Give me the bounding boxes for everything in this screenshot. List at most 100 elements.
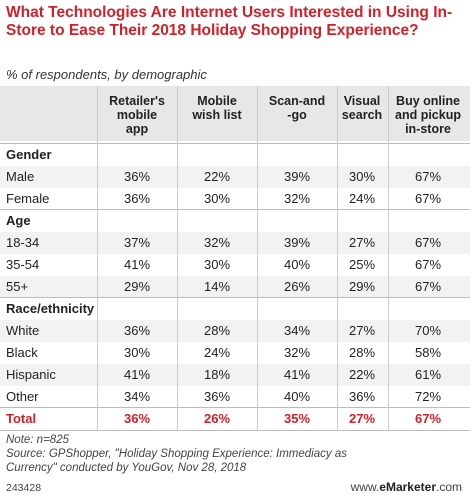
column-header-wish-list: Mobile wish list	[177, 94, 257, 122]
group-header-row: Race/ethnicity	[0, 298, 470, 320]
column-header-line: Scan-and	[268, 94, 326, 108]
row-separator	[0, 430, 470, 431]
cell-value: 29%	[123, 279, 151, 294]
row-label: Hispanic	[6, 367, 56, 382]
cell-value: 27%	[348, 235, 376, 250]
column-header-line: and pickup	[395, 108, 461, 122]
total-row: Total 36% 26% 35% 27% 67%	[0, 408, 470, 430]
column-header-line: mobile	[116, 108, 158, 122]
cell-value: 36%	[123, 323, 151, 338]
cell-value: 34%	[123, 389, 151, 404]
column-header-visual-search: Visual search	[337, 94, 387, 122]
row-label: Male	[6, 169, 35, 184]
group-header-row: Gender	[0, 144, 470, 166]
group-header-row: Age	[0, 210, 470, 232]
cell-value: 30%	[203, 257, 231, 272]
column-header-bopis: Buy online and pickup in-store	[388, 94, 468, 136]
row-separator	[0, 297, 470, 298]
cell-value: 27%	[348, 323, 376, 338]
group-label: Race/ethnicity	[6, 301, 95, 316]
column-header-line: Mobile	[197, 94, 237, 108]
column-header-line: in-store	[405, 122, 451, 136]
cell-value: 36%	[203, 389, 231, 404]
column-header-line: -go	[287, 108, 307, 122]
row-label: 35-54	[6, 257, 40, 272]
column-divider	[97, 86, 98, 431]
column-header-line: search	[341, 108, 383, 122]
cell-value: 61%	[414, 367, 442, 382]
column-header-line: Buy online	[396, 94, 460, 108]
cell-value: 36%	[123, 191, 151, 206]
column-header-line: app	[125, 122, 149, 136]
row-separator	[0, 143, 470, 144]
brand-suffix: .com	[435, 480, 462, 494]
row-label: 18-34	[6, 235, 40, 250]
cell-value: 67%	[414, 257, 442, 272]
column-divider	[388, 86, 389, 431]
cell-value: 36%	[123, 411, 151, 426]
row-label: Female	[6, 191, 50, 206]
cell-value: 67%	[414, 235, 442, 250]
column-divider	[257, 86, 258, 431]
header-background	[0, 86, 470, 141]
cell-value: 30%	[348, 169, 376, 184]
row-label: Total	[6, 411, 37, 426]
footnote: Note: n=825	[6, 434, 69, 446]
row-label: 55+	[6, 279, 29, 294]
source-note: Currency" conducted by YouGov, Nov 28, 2…	[6, 462, 247, 474]
row-label: Other	[6, 389, 39, 404]
cell-value: 34%	[283, 323, 311, 338]
cell-value: 27%	[348, 411, 376, 426]
table-row: Black 30% 24% 32% 28% 58%	[0, 342, 470, 364]
cell-value: 36%	[123, 169, 151, 184]
cell-value: 70%	[414, 323, 442, 338]
cell-value: 28%	[348, 345, 376, 360]
cell-value: 30%	[123, 345, 151, 360]
cell-value: 72%	[414, 389, 442, 404]
brand-prefix: www.	[350, 480, 380, 494]
cell-value: 41%	[283, 367, 311, 382]
table-row: 55+ 29% 14% 26% 29% 67%	[0, 276, 470, 298]
cell-value: 29%	[348, 279, 376, 294]
cell-value: 26%	[203, 411, 231, 426]
table-row: White 36% 28% 34% 27% 70%	[0, 320, 470, 342]
column-header-line: wish list	[192, 108, 242, 122]
brand-name: eMarketer	[379, 480, 436, 494]
cell-value: 36%	[348, 389, 376, 404]
column-header-line: Retailer's	[109, 94, 165, 108]
table-row: 18-34 37% 32% 39% 27% 67%	[0, 232, 470, 254]
cell-value: 24%	[348, 191, 376, 206]
cell-value: 18%	[203, 367, 231, 382]
column-divider	[177, 86, 178, 431]
table-row: Male 36% 22% 39% 30% 67%	[0, 166, 470, 188]
cell-value: 32%	[203, 235, 231, 250]
chart-subtitle: % of respondents, by demographic	[6, 67, 207, 82]
row-separator	[0, 407, 470, 408]
cell-value: 22%	[203, 169, 231, 184]
cell-value: 24%	[203, 345, 231, 360]
brand-logo: www.eMarketer.com	[351, 480, 462, 494]
cell-value: 67%	[414, 191, 442, 206]
group-label: Gender	[6, 147, 52, 162]
cell-value: 41%	[123, 257, 151, 272]
column-header-scan-and-go: Scan-and -go	[257, 94, 337, 122]
cell-value: 39%	[283, 169, 311, 184]
group-label: Age	[6, 213, 31, 228]
table-row: 35-54 41% 30% 40% 25% 67%	[0, 254, 470, 276]
cell-value: 39%	[283, 235, 311, 250]
table-row: Hispanic 41% 18% 41% 22% 61%	[0, 364, 470, 386]
column-header-mobile-app: Retailer's mobile app	[97, 94, 177, 136]
cell-value: 14%	[203, 279, 231, 294]
cell-value: 35%	[283, 411, 311, 426]
chart-title: What Technologies Are Internet Users Int…	[6, 4, 453, 39]
chart-id: 243428	[6, 482, 42, 494]
cell-value: 37%	[123, 235, 151, 250]
cell-value: 41%	[123, 367, 151, 382]
row-label: Black	[6, 345, 38, 360]
cell-value: 40%	[283, 257, 311, 272]
row-label: White	[6, 323, 40, 338]
row-separator	[0, 209, 470, 210]
cell-value: 67%	[414, 169, 442, 184]
cell-value: 26%	[283, 279, 311, 294]
